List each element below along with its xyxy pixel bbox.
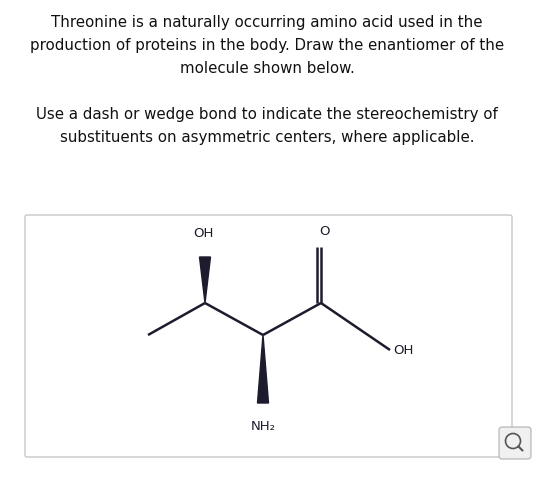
Text: substituents on asymmetric centers, where applicable.: substituents on asymmetric centers, wher… xyxy=(60,130,474,145)
Text: OH: OH xyxy=(193,227,213,240)
Text: production of proteins in the body. Draw the enantiomer of the: production of proteins in the body. Draw… xyxy=(30,38,504,53)
Text: molecule shown below.: molecule shown below. xyxy=(179,61,355,76)
Polygon shape xyxy=(257,335,269,403)
FancyBboxPatch shape xyxy=(499,427,531,459)
Text: OH: OH xyxy=(393,344,413,357)
Text: O: O xyxy=(320,225,330,238)
FancyBboxPatch shape xyxy=(25,215,512,457)
Text: NH₂: NH₂ xyxy=(250,420,276,433)
Text: Use a dash or wedge bond to indicate the stereochemistry of: Use a dash or wedge bond to indicate the… xyxy=(36,107,498,122)
Polygon shape xyxy=(200,257,210,303)
Text: Threonine is a naturally occurring amino acid used in the: Threonine is a naturally occurring amino… xyxy=(51,15,483,30)
